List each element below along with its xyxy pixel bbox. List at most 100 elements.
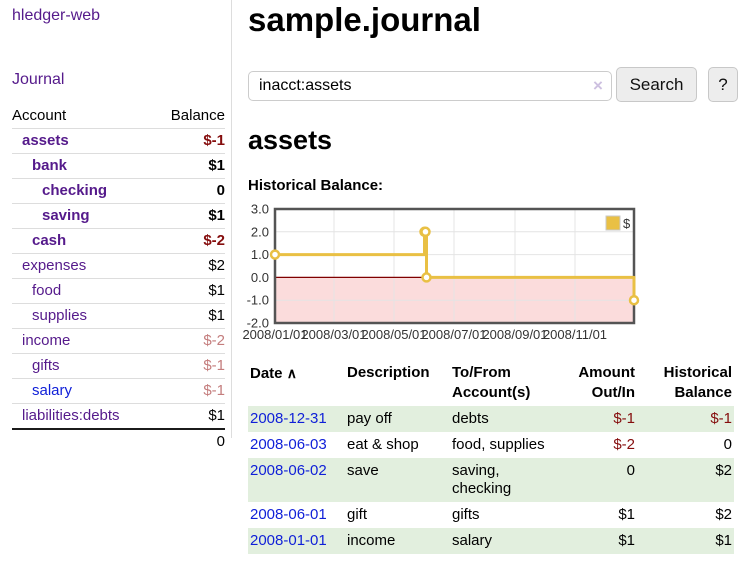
account-title: assets <box>248 125 333 155</box>
account-balance: $2 <box>152 253 225 279</box>
chart-section-label: Historical Balance: <box>248 177 384 194</box>
register-amount: $-2 <box>613 436 635 453</box>
register-amount: 0 <box>626 462 635 479</box>
register-description: eat & shop <box>347 436 419 453</box>
sidebar-total-row: 0 <box>12 428 225 454</box>
account-balance: $-2 <box>152 328 225 354</box>
app-brand-link[interactable]: hledger-web <box>12 7 101 24</box>
register-accounts: food, supplies <box>452 436 545 453</box>
account-balance: $1 <box>152 278 225 304</box>
accounts-header-balance: Balance <box>170 107 225 124</box>
register-amount: $1 <box>618 506 635 523</box>
register-description: income <box>347 532 396 549</box>
register-amount: $1 <box>618 532 635 549</box>
account-balance: $-1 <box>152 353 225 379</box>
accounts-table: Account Balance assets $-1 bank $1 checking 0… <box>12 103 225 454</box>
x-tick-label: 2008/05/01 <box>361 327 426 342</box>
register-accounts: salary <box>452 532 493 549</box>
y-tick-label: 2.0 <box>251 224 269 239</box>
accounts-header-account: Account <box>12 107 67 124</box>
help-button[interactable]: ? <box>708 67 738 102</box>
data-point <box>628 294 640 306</box>
account-row: assets $-1 <box>12 128 225 154</box>
register-header-accounts: To/From Account(s) <box>452 364 531 401</box>
register-header-balance: Historical Balance <box>663 364 732 401</box>
account-link[interactable]: salary <box>32 382 73 399</box>
account-link[interactable]: saving <box>42 207 90 224</box>
historical-balance-chart: 3.0 2.0 1.0 0.0 -1.0 -2.0 2008/01/01 2008/03/01… <box>240 200 740 350</box>
account-balance: $-1 <box>152 378 225 404</box>
register-amount: $-1 <box>613 410 635 427</box>
register-table: Date ∧ Description To/From Account(s) Am… <box>248 360 734 554</box>
account-link[interactable]: cash <box>32 232 67 249</box>
register-row: 2008-06-01 gift gifts $1 $2 <box>248 502 734 528</box>
accounts-header-row: Account Balance <box>12 103 225 129</box>
x-tick-label: 2008/11/01 <box>543 327 607 342</box>
account-row: supplies $1 <box>12 303 225 329</box>
account-row: food $1 <box>12 278 225 304</box>
account-link[interactable]: checking <box>42 182 108 199</box>
register-date: 2008-06-03 <box>248 432 345 458</box>
search-input[interactable] <box>248 71 612 101</box>
legend-swatch <box>605 215 621 231</box>
account-link[interactable]: income <box>22 332 71 349</box>
account-link[interactable]: food <box>32 282 62 299</box>
account-balance: 0 <box>152 178 225 204</box>
y-tick-label: 1.0 <box>251 247 269 262</box>
y-tick-label: 0.0 <box>251 270 269 285</box>
register-description: gift <box>347 506 368 523</box>
clear-search-icon[interactable]: × <box>593 76 603 95</box>
account-balance: $1 <box>152 303 225 329</box>
account-row: expenses $2 <box>12 253 225 279</box>
account-link[interactable]: liabilities:debts <box>22 407 120 424</box>
account-row: gifts $-1 <box>12 353 225 379</box>
account-link[interactable]: expenses <box>22 257 87 274</box>
register-header-amount: Amount Out/In <box>578 364 635 401</box>
account-balance: $1 <box>152 403 225 429</box>
sidebar: hledger-web Journal Account Balance asse… <box>0 0 232 454</box>
x-tick-label: 2008/09/01 <box>482 327 547 342</box>
data-point <box>269 249 281 260</box>
register-row: 2008-06-03 eat & shop food, supplies $-2 0 <box>248 432 734 458</box>
account-balance: $1 <box>152 153 225 179</box>
account-row: checking 0 <box>12 178 225 204</box>
account-row: salary $-1 <box>12 378 225 404</box>
register-date-link[interactable]: 2008-01-01 <box>250 532 327 549</box>
y-tick-label: -2.0 <box>247 316 269 331</box>
register-header-description: Description <box>347 364 430 381</box>
sort-ascending-icon: ∧ <box>286 365 297 381</box>
register-balance: 0 <box>723 436 732 453</box>
account-link[interactable]: supplies <box>32 307 88 324</box>
page-title: sample.journal <box>248 1 481 38</box>
sidebar-item-journal[interactable]: Journal <box>12 71 65 88</box>
register-balance: $-1 <box>710 410 732 427</box>
account-row: cash $-2 <box>12 228 225 254</box>
data-point <box>421 272 432 283</box>
account-row: income $-2 <box>12 328 225 354</box>
x-tick-label: 2008/01/01 <box>242 327 307 342</box>
register-header-date[interactable]: Date ∧ <box>250 365 297 382</box>
register-date: 2008-01-01 <box>248 528 345 554</box>
register-date-link[interactable]: 2008-06-03 <box>250 436 327 453</box>
account-row: bank $1 <box>12 153 225 179</box>
register-accounts: gifts <box>452 506 480 523</box>
register-date-link[interactable]: 2008-12-31 <box>250 410 327 427</box>
search-button[interactable]: Search <box>616 67 697 102</box>
register-accounts: debts <box>452 410 489 427</box>
account-row: liabilities:debts $1 <box>12 403 225 429</box>
register-balance: $2 <box>715 506 732 523</box>
account-balance: $1 <box>152 203 225 229</box>
account-link[interactable]: assets <box>22 132 69 149</box>
register-date-link[interactable]: 2008-06-01 <box>250 506 327 523</box>
register-row: 2008-01-01 income salary $1 $1 <box>248 528 734 554</box>
account-link[interactable]: gifts <box>32 357 60 374</box>
register-header-row: Date ∧ Description To/From Account(s) Am… <box>248 360 734 406</box>
register-row: 2008-06-02 save saving, checking 0 $2 <box>248 458 734 502</box>
account-row: saving $1 <box>12 203 225 229</box>
register-date: 2008-06-01 <box>248 502 345 528</box>
register-balance: $1 <box>715 532 732 549</box>
register-balance: $2 <box>715 462 732 479</box>
account-link[interactable]: bank <box>32 157 68 174</box>
register-date: 2008-12-31 <box>248 406 345 432</box>
register-date-link[interactable]: 2008-06-02 <box>250 462 327 479</box>
